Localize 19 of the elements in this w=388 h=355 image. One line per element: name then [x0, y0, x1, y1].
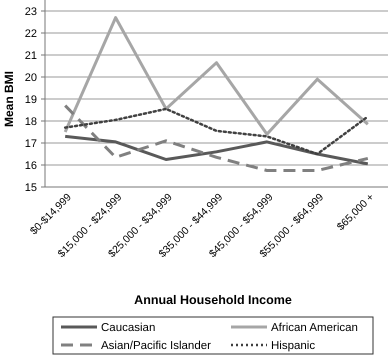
legend-label: Caucasian [101, 322, 156, 334]
y-tick-label: 23 [24, 6, 37, 18]
y-tick-label: 20 [24, 72, 37, 84]
y-tick-label: 17 [24, 138, 37, 150]
line-series [64, 16, 370, 136]
legend-label: African American [271, 322, 358, 334]
y-tick-label: 22 [24, 28, 37, 40]
line-series [64, 108, 370, 156]
y-tick-label: 21 [24, 50, 37, 62]
x-axis-title: Annual Household Income [134, 293, 292, 307]
y-tick-label: 16 [24, 160, 37, 172]
y-axis-title: Mean BMI [2, 70, 16, 128]
legend-label: Asian/Pacific Islander [101, 340, 212, 352]
line-series [64, 134, 370, 166]
y-tick-label: 18 [24, 116, 37, 128]
y-tick-label: 15 [24, 182, 37, 194]
line-series [64, 104, 370, 172]
y-tick-label: 19 [24, 94, 37, 106]
legend-label: Hispanic [271, 340, 316, 352]
